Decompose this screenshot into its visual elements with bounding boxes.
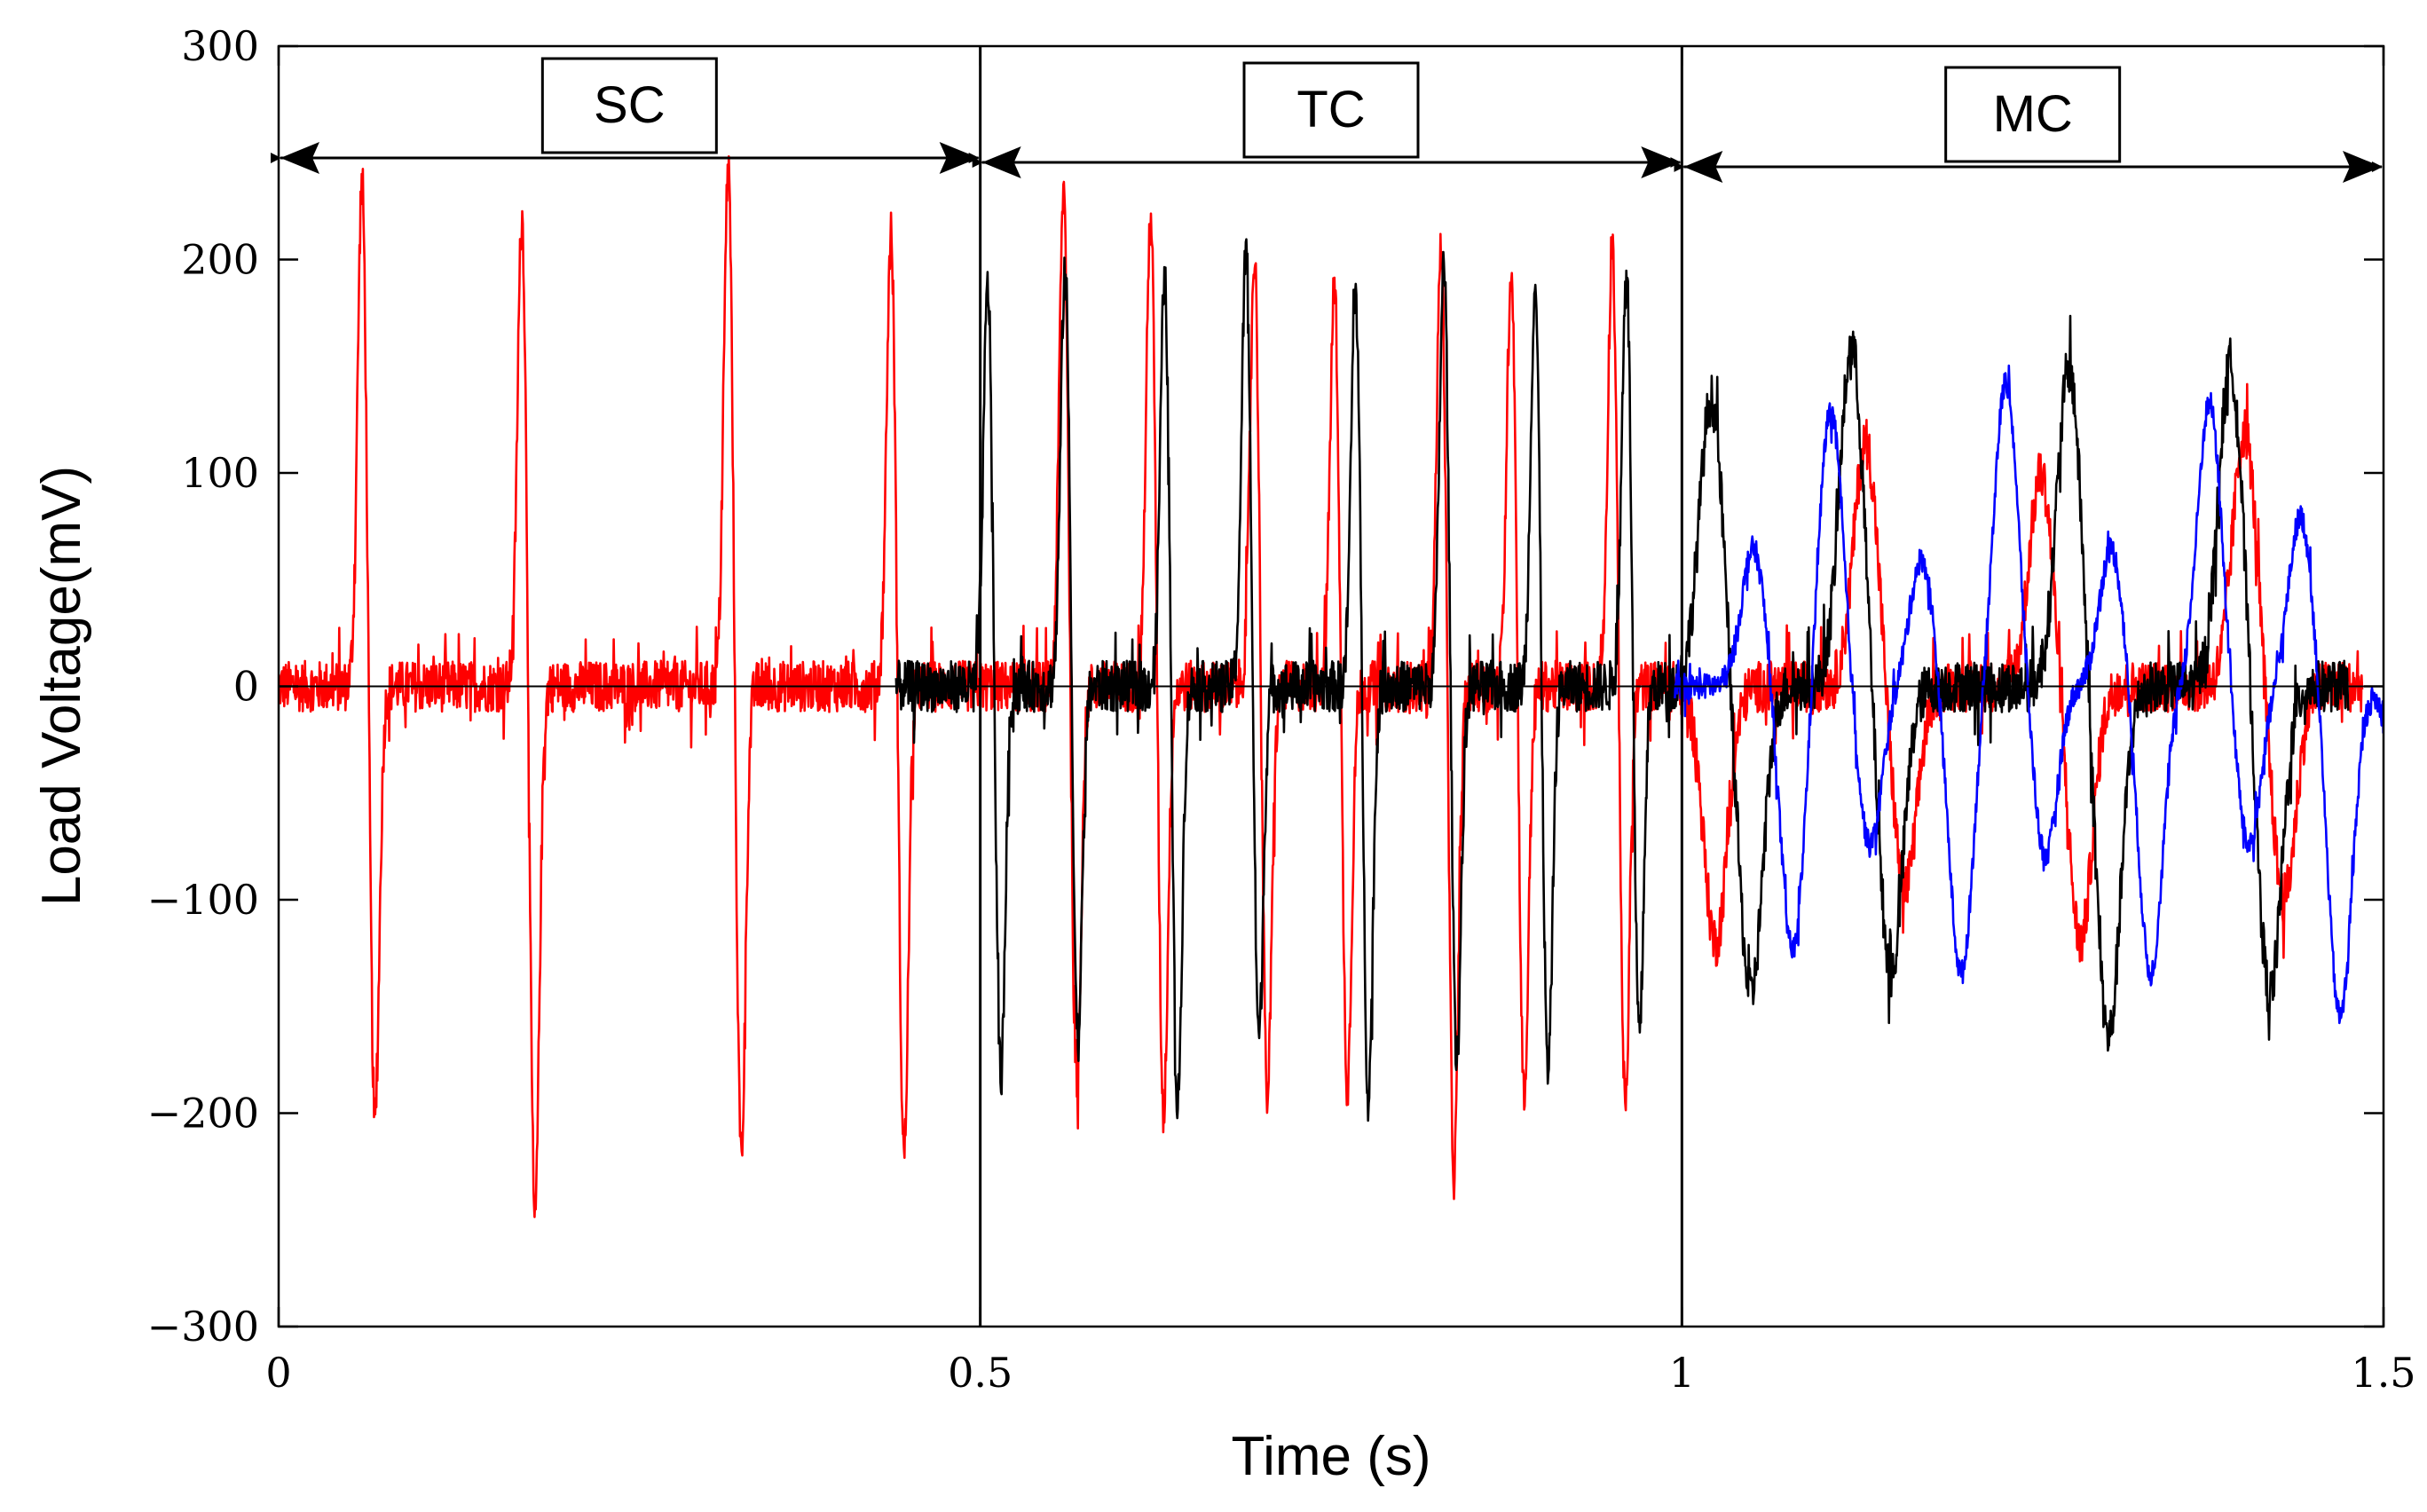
series-line-blue [1674,364,2384,1025]
y-tick-label: −200 [147,1090,259,1138]
region-arrow-head-left [280,142,319,174]
y-tick-label: 300 [181,22,259,70]
region-arrow-head-right [939,142,979,174]
region-arrow-head-right [2343,151,2382,183]
x-tick-label: 1 [1669,1349,1695,1397]
region-label: MC [1993,85,2073,143]
y-tick-label: 0 [233,663,259,711]
region-label: TC [1296,81,1365,138]
series-line-black [894,238,2350,1122]
x-tick-label: 0.5 [948,1349,1013,1397]
y-tick-label: 100 [181,449,259,497]
region-arrow-head-left [1683,151,1723,183]
region-label-box [1944,66,2122,163]
x-axis-title: Time (s) [1232,1426,1431,1487]
region-label: SC [594,76,666,134]
plot-area [279,155,2384,1218]
x-tick-label: 0 [265,1349,291,1397]
region-label-box [1242,61,1420,159]
series-line-red [279,155,2364,1218]
x-tick-label: 1.5 [2351,1349,2415,1397]
y-axis-title: Load Voltage(mV) [31,466,92,906]
y-tick-label: −100 [147,876,259,924]
region-arrow-head-left [981,146,1021,178]
region-arrow-head-right [1641,146,1681,178]
y-tick-label: 200 [181,236,259,284]
y-tick-label: −300 [147,1303,259,1351]
region-label-box [540,57,718,154]
